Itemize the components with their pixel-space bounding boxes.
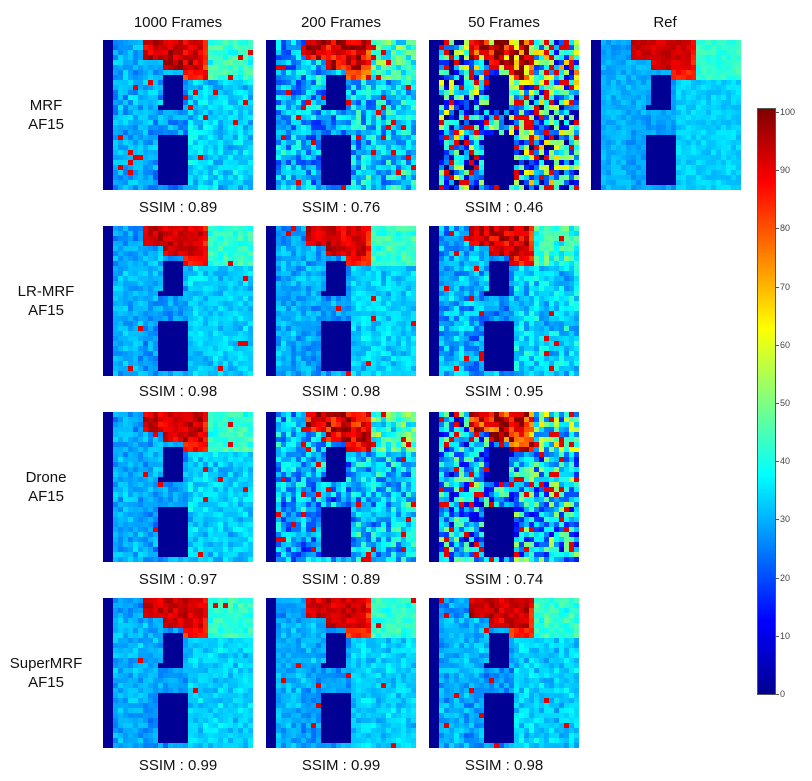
colorbar-tick-mark (776, 112, 779, 113)
ssim-label: SSIM : 0.46 (464, 199, 544, 216)
colorbar-tick-label: 80 (780, 223, 791, 234)
ssim-label: SSIM : 0.99 (301, 757, 381, 774)
ssim-label: SSIM : 0.89 (301, 571, 381, 588)
colorbar-tick-mark (776, 635, 779, 637)
knee-map-panel (103, 412, 253, 562)
ssim-label: SSIM : 0.98 (464, 757, 544, 774)
knee-map-panel (429, 226, 579, 376)
ssim-label: SSIM : 0.97 (138, 571, 218, 588)
knee-map-panel (429, 598, 579, 748)
row-label-line2: AF15 (28, 116, 64, 133)
knee-map-panel (103, 598, 253, 748)
ssim-label: SSIM : 0.98 (138, 383, 218, 400)
knee-map-image (429, 226, 579, 376)
knee-map-image (266, 598, 416, 748)
column-header-50-frames: 50 Frames (468, 14, 540, 31)
colorbar-tick-mark (776, 694, 779, 695)
ssim-label: SSIM : 0.76 (301, 199, 381, 216)
colorbar-tick-label: 30 (780, 514, 791, 525)
row-label-line2: AF15 (28, 302, 64, 319)
colorbar-tick-mark (776, 461, 779, 463)
ssim-label: SSIM : 0.89 (138, 199, 218, 216)
column-header-1000-frames: 1000 Frames (133, 14, 223, 31)
colorbar-tick-mark (776, 344, 779, 346)
colorbar-tick-mark (776, 403, 779, 404)
knee-map-image (429, 412, 579, 562)
colorbar-tick-label: 60 (780, 339, 791, 350)
knee-map-image (429, 40, 579, 190)
ssim-label: SSIM : 0.95 (464, 383, 544, 400)
colorbar-tick-label: 0 (780, 689, 786, 699)
row-label-line1: Drone (25, 469, 67, 486)
knee-map-panel (591, 40, 741, 190)
colorbar-tick-label: 70 (780, 281, 791, 292)
ssim-label: SSIM : 0.99 (138, 757, 218, 774)
knee-map-panel (429, 412, 579, 562)
row-label-drone: Drone AF15 (0, 468, 92, 506)
colorbar-tick-label: 100 (780, 107, 796, 117)
colorbar (757, 108, 776, 695)
knee-map-image (266, 40, 416, 190)
colorbar-tick-mark (776, 577, 779, 579)
row-label-supermrf: SuperMRF AF15 (0, 654, 92, 692)
knee-map-image (103, 598, 253, 748)
colorbar-tick-label: 50 (780, 398, 791, 408)
row-label-line1: MRF (29, 97, 63, 114)
colorbar-tick-mark (776, 228, 779, 230)
knee-map-panel (266, 40, 416, 190)
knee-map-image (591, 40, 741, 190)
knee-map-panel (103, 40, 253, 190)
row-label-lr-mrf: LR-MRF AF15 (0, 282, 92, 320)
column-header-200-frames: 200 Frames (300, 14, 382, 31)
colorbar-tick-label: 20 (780, 572, 791, 583)
knee-map-panel (266, 226, 416, 376)
colorbar-tick-label: 90 (780, 165, 791, 176)
colorbar-tick-label: 10 (780, 630, 791, 641)
row-label-line2: AF15 (28, 674, 64, 691)
column-header-ref: Ref (653, 14, 677, 31)
knee-map-panel (103, 226, 253, 376)
colorbar-tick-mark (776, 519, 779, 521)
knee-map-image (429, 598, 579, 748)
knee-map-image (103, 40, 253, 190)
colorbar-tick-mark (776, 286, 779, 288)
ssim-label: SSIM : 0.74 (464, 571, 544, 588)
row-label-mrf: MRF AF15 (0, 96, 92, 134)
knee-map-panel (429, 40, 579, 190)
knee-map-image (103, 226, 253, 376)
knee-map-image (266, 412, 416, 562)
knee-map-image (266, 226, 416, 376)
row-label-line1: LR-MRF (17, 283, 75, 300)
knee-map-panel (266, 598, 416, 748)
row-label-line1: SuperMRF (9, 655, 83, 672)
row-label-line2: AF15 (28, 488, 64, 505)
knee-map-panel (266, 412, 416, 562)
ssim-label: SSIM : 0.98 (301, 383, 381, 400)
knee-map-image (103, 412, 253, 562)
colorbar-tick-label: 40 (780, 456, 791, 467)
colorbar-tick-mark (776, 170, 779, 172)
